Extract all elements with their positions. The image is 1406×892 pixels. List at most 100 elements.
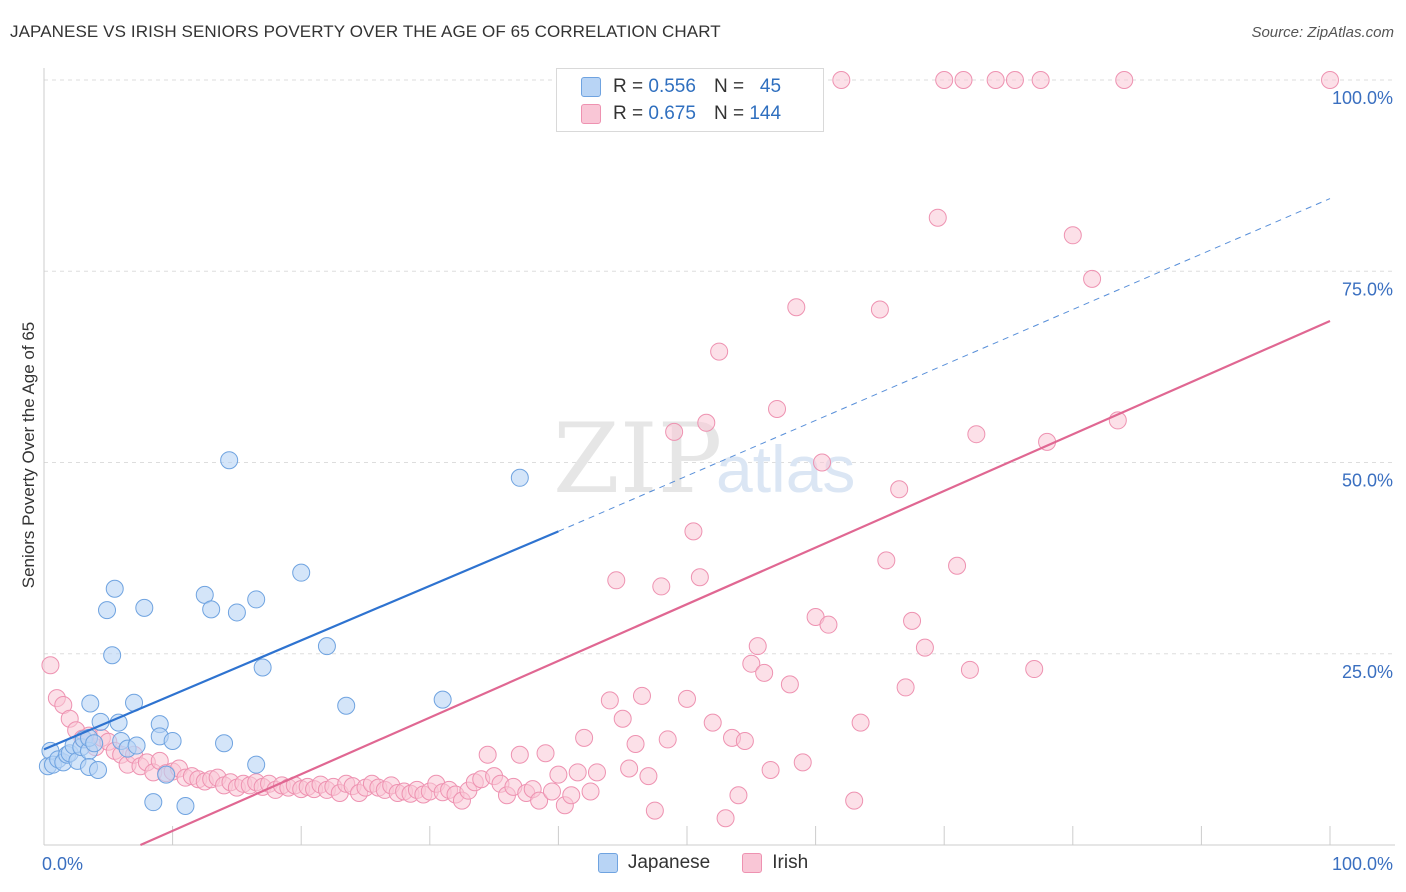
japanese-point (98, 601, 117, 620)
irish-point (960, 660, 979, 679)
legend-n-value: 45 (759, 76, 782, 97)
japanese-point (157, 765, 176, 784)
y-axis-label: Seniors Poverty Over the Age of 65 (19, 322, 38, 588)
x-tick-label: 100.0% (1332, 854, 1393, 874)
tick-labels: 25.0% 50.0% 75.0% 100.0% 0.0% 100.0% (42, 88, 1393, 874)
legend-r-label: R = (613, 76, 644, 97)
irish-point (510, 745, 529, 764)
japanese-point (163, 731, 182, 750)
irish-point (620, 759, 639, 778)
japanese-point (103, 646, 122, 665)
irish-point (787, 298, 806, 317)
japanese-point (109, 713, 128, 732)
japanese-point (433, 690, 452, 709)
japanese-point (135, 598, 154, 617)
irish-point (639, 767, 658, 786)
irish-point (478, 745, 497, 764)
series-swatch-japanese (597, 853, 618, 873)
irish-point (41, 656, 60, 675)
series-legend: Japanese Irish (0, 852, 1406, 874)
irish-point (986, 71, 1005, 89)
irish-point (549, 765, 568, 784)
japanese-point (127, 736, 146, 755)
irish-point (568, 763, 587, 782)
y-tick-label: 25.0% (1342, 662, 1393, 682)
series-swatch-irish (742, 853, 763, 873)
irish-point (600, 691, 619, 710)
japanese-point (227, 603, 246, 622)
japanese-point (215, 734, 234, 753)
irish-point (845, 791, 864, 810)
irish-point (703, 713, 722, 732)
irish-point (652, 577, 671, 596)
irish-point (877, 551, 896, 570)
irish-point (626, 735, 645, 754)
irish-point (607, 571, 626, 590)
irish-point (1321, 71, 1339, 89)
irish-point (735, 731, 754, 750)
irish-point (1005, 71, 1024, 89)
watermark-atlas: atlas (716, 432, 855, 506)
irish-point (890, 480, 909, 499)
japanese-point (220, 451, 239, 470)
chart-title: JAPANESE VS IRISH SENIORS POVERTY OVER T… (10, 22, 721, 41)
legend-swatch-japanese (581, 77, 601, 97)
irish-point (780, 675, 799, 694)
irish-point (632, 686, 651, 705)
legend-n-label: N = (713, 103, 745, 124)
trend-lines (43, 198, 1331, 847)
legend-r-value: 0.675 (648, 103, 696, 124)
irish-point (729, 786, 748, 805)
legend-n-label: N = (713, 76, 745, 97)
legend-n-value: 144 (749, 103, 782, 124)
y-tick-label: 50.0% (1342, 471, 1393, 491)
irish-point (967, 425, 986, 444)
irish-point (1083, 269, 1102, 288)
watermark-zip: ZIP (553, 403, 722, 515)
irish-point (832, 71, 851, 89)
irish-point (697, 413, 716, 432)
japanese-point (337, 696, 356, 715)
irish-point (684, 522, 703, 541)
irish-point (1025, 660, 1044, 679)
irish-point (768, 399, 787, 418)
legend-swatch-irish (581, 104, 601, 124)
irish-point (851, 713, 870, 732)
legend-row-irish: R = 0.675 N = 144 (581, 101, 781, 127)
irish-point (1031, 71, 1050, 89)
irish-point (665, 422, 684, 441)
japanese-point (253, 658, 272, 677)
series-name-irish: Irish (772, 852, 809, 873)
irish-point (896, 678, 915, 697)
series-legend-irish[interactable]: Irish (742, 852, 808, 874)
y-tick-label: 75.0% (1342, 279, 1393, 299)
legend-r-value: 0.556 (648, 76, 696, 97)
irish-point (928, 208, 947, 227)
irish-points (41, 71, 1339, 828)
irish-point (761, 761, 780, 780)
correlation-legend: R = 0.556 N = 45 R = 0.675 N = 144 (556, 68, 824, 132)
irish-point (915, 638, 934, 657)
legend-r-label: R = (613, 103, 644, 124)
irish-point (658, 730, 677, 749)
japanese-point (85, 734, 104, 753)
japanese-point (292, 563, 311, 582)
japanese-trend-extension (558, 198, 1331, 532)
irish-point (690, 568, 709, 587)
japanese-point (510, 468, 529, 487)
irish-point (903, 611, 922, 630)
irish-point (748, 637, 767, 656)
series-legend-japanese[interactable]: Japanese (597, 852, 710, 874)
irish-point (716, 809, 735, 828)
irish-point (954, 71, 973, 89)
japanese-trend-line (43, 530, 559, 751)
irish-point (935, 71, 954, 89)
irish-trend-line (140, 319, 1331, 847)
irish-point (1063, 226, 1082, 245)
irish-point (536, 744, 555, 763)
irish-point (678, 689, 696, 708)
y-tick-label: 100.0% (1332, 88, 1393, 108)
irish-point (948, 556, 967, 575)
irish-point (587, 763, 606, 782)
irish-point (819, 615, 838, 634)
